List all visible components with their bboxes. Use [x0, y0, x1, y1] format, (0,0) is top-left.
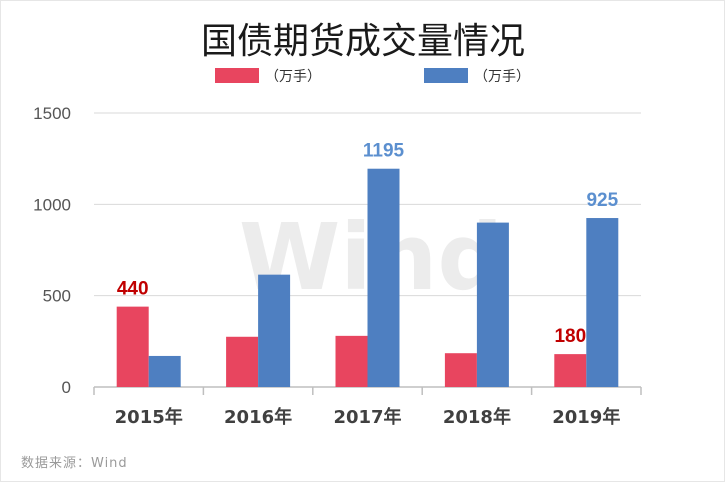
- legend-label-2: （万手）: [474, 69, 530, 85]
- y-tick-label: 0: [62, 378, 71, 397]
- y-tick-label: 1500: [33, 104, 71, 123]
- bar-series2-3: [477, 223, 509, 387]
- y-tick-label: 1000: [33, 195, 71, 214]
- bar-series1-0: [117, 307, 149, 387]
- legend-swatch-1: [215, 68, 259, 83]
- legend-swatch-2: [424, 68, 468, 83]
- bar-series1-4: [554, 354, 586, 387]
- bar-series1-2: [336, 336, 368, 387]
- bar-chart: 国债期货成交量情况Wind0500100015002015年2016年2017年…: [1, 1, 725, 483]
- bar-series1-1: [226, 337, 258, 387]
- bar-series2-4: [586, 218, 618, 387]
- data-label: 1195: [363, 141, 405, 162]
- bar-series2-0: [149, 356, 181, 387]
- data-label: 925: [586, 190, 618, 211]
- legend-label-1: （万手）: [265, 69, 321, 85]
- x-tick-label: 2019年: [552, 406, 620, 428]
- y-tick-label: 500: [43, 287, 71, 306]
- source-note: 数据来源：Wind: [21, 452, 128, 471]
- bar-series2-1: [258, 275, 290, 387]
- bar-series2-2: [368, 169, 400, 387]
- x-tick-label: 2017年: [333, 406, 401, 428]
- data-label: 180: [554, 326, 586, 347]
- bar-series1-3: [445, 353, 477, 387]
- chart-title: 国债期货成交量情况: [201, 21, 525, 62]
- x-tick-label: 2015年: [115, 406, 183, 428]
- chart-frame: 国债期货成交量情况Wind0500100015002015年2016年2017年…: [0, 0, 725, 482]
- x-tick-label: 2018年: [443, 406, 511, 428]
- data-label: 440: [117, 279, 149, 300]
- x-tick-label: 2016年: [224, 406, 292, 428]
